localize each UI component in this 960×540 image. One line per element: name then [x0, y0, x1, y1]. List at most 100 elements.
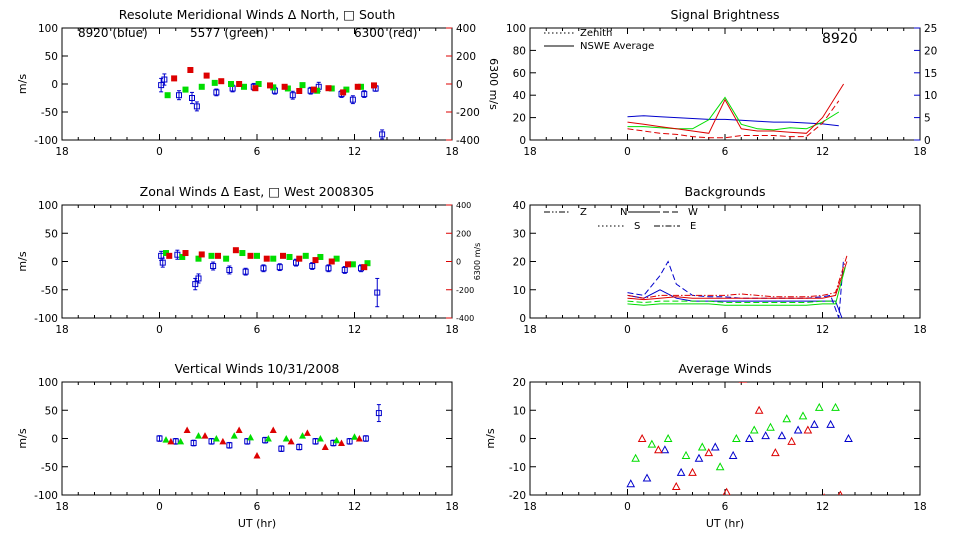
- data-point: [626, 479, 636, 488]
- data-point: [236, 81, 243, 87]
- y-tick-label: 0: [51, 79, 58, 91]
- data-point: [167, 437, 175, 445]
- x-axis-label: UT (hr): [706, 517, 744, 530]
- y2-tick-label: 20: [924, 45, 937, 57]
- data-point: [232, 247, 239, 254]
- chart-title: Signal Brightness: [671, 7, 780, 22]
- x-tick-label: 18: [913, 501, 926, 513]
- data-point: [190, 440, 197, 447]
- data-point: [267, 82, 273, 89]
- legend-label: N: [620, 207, 627, 218]
- series-line: [627, 300, 836, 304]
- data-point: [159, 259, 166, 266]
- y-tick-label: 0: [51, 434, 58, 446]
- x-tick-label: 18: [523, 146, 536, 158]
- y2-tick-label: 200: [456, 229, 471, 238]
- annotation-label: 6300 (red): [354, 26, 417, 40]
- data-point: [254, 252, 260, 259]
- data-point: [681, 450, 691, 459]
- data-point: [270, 84, 277, 91]
- data-point: [361, 264, 368, 271]
- data-point: [346, 438, 353, 445]
- data-point: [325, 265, 332, 272]
- series-line: [627, 258, 845, 318]
- legend-label: S: [634, 221, 640, 232]
- y-axis-label: m/s: [16, 74, 29, 94]
- y-axis-label: m/s: [16, 251, 29, 271]
- data-point: [831, 402, 840, 411]
- data-point: [195, 432, 202, 439]
- x-tick-label: 18: [523, 501, 536, 513]
- annotation-label: 5577 (green): [190, 26, 268, 40]
- y-tick-label: 0: [519, 135, 526, 147]
- data-point: [287, 437, 295, 445]
- y-tick-label: 40: [513, 200, 526, 212]
- data-point: [364, 260, 371, 267]
- x-tick-label: 12: [348, 501, 361, 513]
- data-point: [164, 92, 171, 99]
- data-point: [771, 448, 780, 457]
- data-point: [177, 437, 185, 445]
- x-tick-label: 12: [348, 324, 361, 336]
- data-point: [704, 448, 714, 457]
- x-tick-label: 6: [254, 324, 261, 336]
- data-point: [676, 467, 686, 476]
- data-point: [247, 433, 254, 441]
- y2-tick-label: 5: [924, 113, 931, 125]
- x-tick-label: 18: [445, 501, 458, 513]
- x-tick-label: 18: [913, 146, 926, 158]
- y-tick-label: 0: [519, 313, 526, 325]
- data-point: [814, 402, 824, 411]
- data-point: [663, 433, 673, 442]
- data-point: [296, 255, 303, 262]
- chart-title: Resolute Meridional Winds Δ North, □ Sou…: [119, 7, 396, 22]
- series-layer: [158, 247, 381, 308]
- x-tick-label: 12: [816, 324, 829, 336]
- data-point: [340, 89, 347, 96]
- x-tick-label: 0: [624, 324, 631, 336]
- x-tick-label: 0: [156, 146, 163, 158]
- legend-label: E: [690, 221, 696, 232]
- data-point: [195, 275, 202, 282]
- x-tick-label: 0: [624, 501, 631, 513]
- chart-title: Zonal Winds Δ East, □ West 2008305: [140, 184, 375, 199]
- y-tick-label: 100: [506, 23, 526, 35]
- data-point: [195, 255, 202, 262]
- series-line: [627, 255, 848, 299]
- data-point: [328, 85, 335, 92]
- data-point: [264, 435, 272, 442]
- data-point: [192, 281, 199, 288]
- y2-tick-label: -200: [456, 107, 480, 119]
- x-tick-label: 6: [254, 146, 261, 158]
- data-point: [303, 429, 311, 436]
- data-point: [333, 436, 341, 444]
- series-layer: [627, 83, 845, 139]
- data-point: [798, 411, 808, 420]
- y2-tick-label: -400: [456, 314, 474, 323]
- x-tick-label: 18: [55, 324, 68, 336]
- data-point: [276, 264, 283, 271]
- zonal-winds-panel: Zonal Winds Δ East, □ West 2008305 18 0 6 12…: [16, 184, 482, 336]
- legend-label: NSWE Average: [580, 41, 654, 52]
- annotation-label: 8920: [822, 31, 858, 47]
- data-point: [333, 255, 340, 262]
- data-point: [284, 85, 291, 92]
- data-point: [325, 85, 332, 92]
- data-point: [210, 263, 217, 270]
- data-point: [263, 255, 270, 262]
- data-point: [358, 83, 364, 90]
- data-point: [253, 451, 261, 459]
- y-tick-label: 20: [513, 377, 526, 389]
- x-tick-label: 18: [523, 324, 536, 336]
- series-layer: [627, 255, 848, 318]
- data-point: [749, 425, 759, 434]
- data-point: [688, 467, 697, 476]
- data-point: [198, 83, 205, 90]
- x-tick-label: 6: [722, 146, 729, 158]
- chart-title: Backgrounds: [684, 184, 765, 199]
- y2-tick-label: 0: [456, 258, 461, 267]
- data-point: [312, 257, 319, 264]
- data-point: [355, 435, 363, 442]
